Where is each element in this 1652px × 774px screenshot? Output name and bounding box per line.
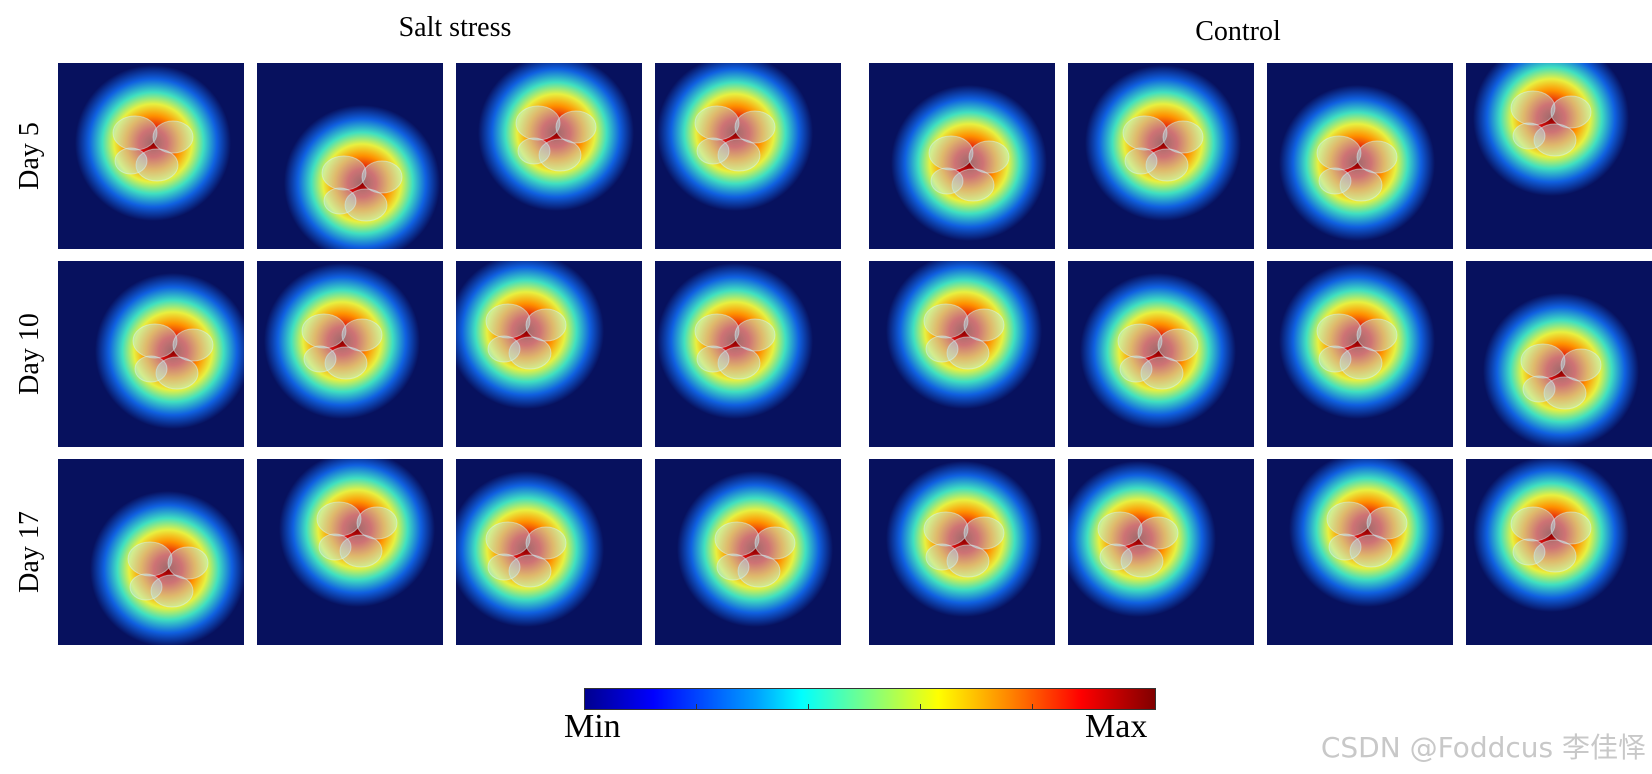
heatmap-panel bbox=[1068, 261, 1254, 447]
colorbar-tick bbox=[808, 704, 809, 710]
heatmap-panel bbox=[1267, 459, 1453, 645]
heatmap-panel bbox=[869, 63, 1055, 249]
heatmap-panel bbox=[1466, 459, 1652, 645]
heatmap-panel bbox=[456, 459, 642, 645]
heatmap-panel bbox=[58, 261, 244, 447]
heatmap-panel bbox=[257, 63, 443, 249]
heatmap-panel bbox=[1267, 261, 1453, 447]
heatmap-panel bbox=[1466, 261, 1652, 447]
heatmap-panel bbox=[869, 459, 1055, 645]
colorbar-tick bbox=[696, 704, 697, 710]
row-label-day-5: Day 5 bbox=[14, 122, 45, 190]
heatmap-panel bbox=[257, 459, 443, 645]
control-title: Control bbox=[1195, 16, 1281, 47]
heatmap-panel bbox=[655, 63, 841, 249]
heatmap-panel bbox=[655, 459, 841, 645]
colorbar bbox=[584, 688, 1156, 710]
heatmap-panel bbox=[58, 63, 244, 249]
heatmap-panel bbox=[655, 261, 841, 447]
colorbar-max-label: Max bbox=[1085, 708, 1148, 745]
heatmap-panel bbox=[869, 261, 1055, 447]
salt-stress-title: Salt stress bbox=[398, 12, 512, 43]
heatmap-panel bbox=[456, 63, 642, 249]
row-label-day-17: Day 17 bbox=[14, 511, 45, 593]
watermark: CSDN @Foddcus 李佳怿 bbox=[1320, 731, 1646, 764]
heatmap-panel bbox=[58, 459, 244, 645]
colorbar-tick bbox=[920, 704, 921, 710]
heatmap-panel bbox=[1068, 63, 1254, 249]
row-label-day-10: Day 10 bbox=[14, 313, 45, 395]
heatmap-panel bbox=[1267, 63, 1453, 249]
heatmap-panel bbox=[456, 261, 642, 447]
colorbar-tick bbox=[1032, 704, 1033, 710]
heatmap-panel bbox=[1068, 459, 1254, 645]
heatmap-panel bbox=[1466, 63, 1652, 249]
heatmap-panel bbox=[257, 261, 443, 447]
colorbar-min-label: Min bbox=[564, 708, 621, 745]
